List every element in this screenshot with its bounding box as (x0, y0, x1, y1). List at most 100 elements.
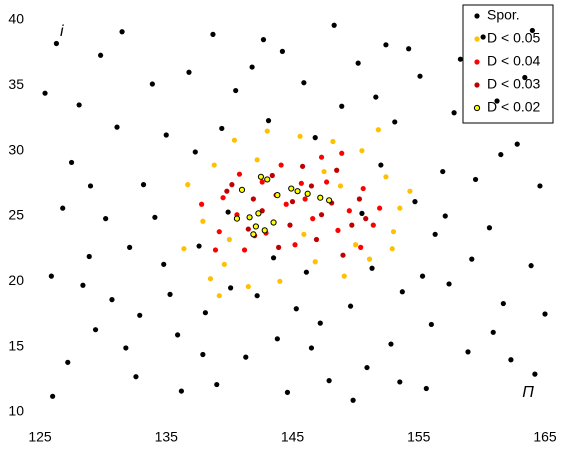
point (200, 218, 206, 224)
point (289, 199, 296, 205)
point (276, 244, 282, 250)
point (241, 247, 248, 253)
point (508, 357, 514, 363)
point (257, 173, 265, 180)
point (389, 246, 395, 252)
point (331, 22, 337, 28)
point (214, 381, 220, 388)
point (161, 261, 167, 267)
point (185, 182, 191, 188)
point (440, 168, 446, 175)
point (231, 137, 238, 143)
point (60, 205, 66, 211)
point (337, 183, 344, 189)
point (428, 321, 434, 328)
y-axis-label: i (60, 23, 64, 40)
point (216, 293, 222, 299)
legend-marker (474, 82, 480, 88)
point (137, 312, 143, 318)
point (68, 159, 75, 166)
point (87, 183, 94, 189)
point (259, 179, 265, 185)
point (318, 212, 325, 218)
point (375, 127, 381, 133)
point (265, 118, 272, 124)
point (522, 74, 528, 81)
point (103, 216, 109, 222)
point (250, 231, 257, 238)
x-axis-label: Π (522, 384, 534, 401)
point (346, 208, 352, 214)
point (48, 273, 54, 279)
legend-label: D < 0.03 (487, 76, 541, 92)
point (254, 293, 260, 299)
x-tick-label: 135 (155, 429, 179, 445)
point (269, 172, 275, 179)
point (279, 48, 285, 54)
legend-marker (474, 13, 480, 19)
point (167, 291, 173, 297)
point (127, 244, 133, 250)
point (221, 261, 227, 267)
point (369, 265, 375, 271)
y-tick-label: 20 (8, 272, 24, 288)
point (304, 190, 311, 197)
point (65, 359, 71, 365)
legend-label: D < 0.02 (487, 99, 541, 115)
point (114, 124, 120, 130)
point (472, 176, 479, 183)
point (260, 37, 267, 43)
point (181, 246, 187, 252)
point (500, 300, 506, 307)
point (310, 216, 316, 222)
x-tick-label: 165 (533, 429, 557, 445)
point (80, 282, 86, 288)
point (297, 133, 303, 139)
point (486, 225, 493, 231)
point (528, 263, 534, 269)
point (312, 259, 318, 265)
point (330, 138, 336, 145)
point (250, 196, 256, 202)
y-tick-label: 15 (8, 337, 24, 353)
point (390, 229, 397, 235)
point (366, 256, 373, 262)
point (220, 195, 226, 201)
point (432, 231, 438, 237)
point (364, 364, 370, 371)
point (255, 210, 262, 217)
point (378, 162, 384, 168)
point (339, 150, 345, 156)
point (210, 31, 216, 37)
point (377, 205, 383, 211)
point (202, 310, 208, 316)
point (340, 252, 346, 258)
point (308, 183, 315, 189)
point (270, 219, 277, 226)
point (152, 214, 158, 220)
x-tick-label: 145 (281, 429, 305, 445)
point (225, 209, 231, 215)
point (323, 179, 330, 185)
point (283, 201, 289, 207)
point (274, 336, 280, 342)
point (399, 289, 405, 295)
point (514, 141, 520, 147)
point (207, 276, 214, 282)
point (360, 185, 366, 192)
point (347, 303, 354, 309)
point (86, 253, 92, 260)
point (254, 157, 260, 163)
legend-marker (474, 36, 480, 42)
y-tick-label: 40 (8, 11, 24, 27)
point (349, 222, 355, 228)
point (542, 311, 548, 317)
point (339, 103, 345, 109)
point (359, 210, 365, 216)
point (149, 81, 155, 87)
point (308, 345, 315, 351)
point (277, 278, 283, 284)
point (498, 151, 504, 158)
point (200, 351, 206, 358)
